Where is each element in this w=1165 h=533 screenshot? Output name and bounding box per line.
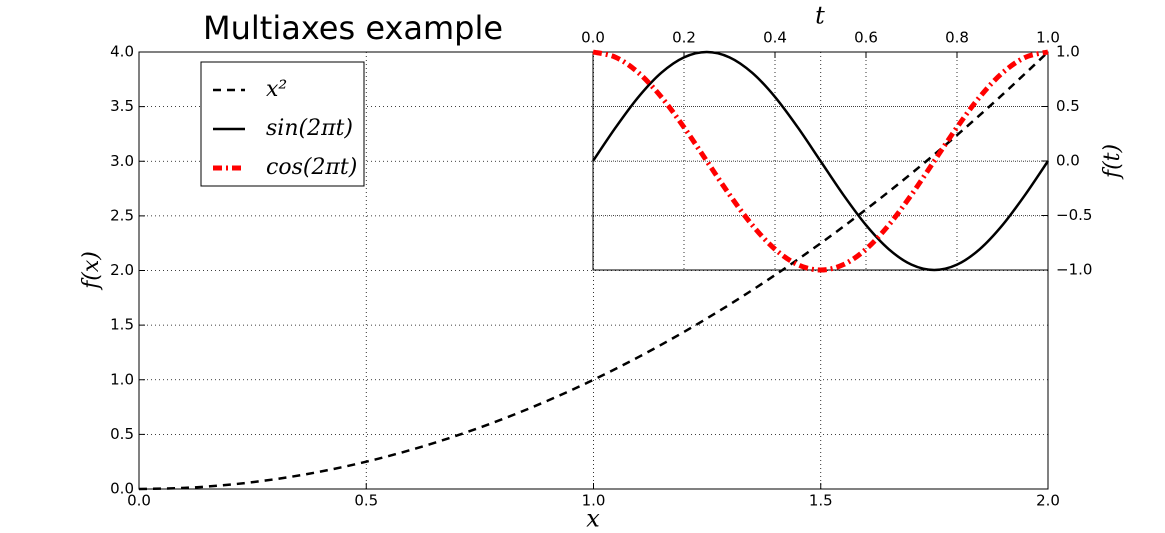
x-tick-label: 0.8 [945,29,969,47]
legend-label: sin(2πt) [266,116,353,141]
x-tick-label: 1.0 [1036,29,1060,47]
x-tick-label: 0.0 [127,492,151,510]
x-tick-label: 1.0 [582,492,606,510]
inset-y-axis-label: f(t) [1100,144,1125,180]
y-tick-label: −1.0 [1056,261,1092,279]
line-series [592,49,1049,273]
y-tick-label: 2.5 [110,206,134,224]
inset-x-axis-label: t [815,2,825,30]
y-tick-label: 3.0 [110,152,134,170]
line-series [591,50,1050,272]
y-tick-label: 3.5 [110,97,134,115]
x-axis-label: x [586,505,600,533]
y-tick-label: 4.0 [110,43,134,61]
y-tick-label: 0.5 [1056,97,1080,115]
x-tick-label: 0.0 [581,29,605,47]
y-tick-label: 2.0 [110,261,134,279]
x-tick-label: 0.5 [354,492,378,510]
y-tick-label: 1.0 [1056,43,1080,61]
legend-box [200,61,365,187]
x-tick-label: 0.2 [672,29,696,47]
x-tick-label: 0.6 [854,29,878,47]
chart-title: Multiaxes example [203,9,503,47]
y-tick-label: 0.0 [110,480,134,498]
legend-label: x² [266,77,287,102]
y-axis-label: f(x) [79,251,104,291]
legend-label: cos(2πt) [266,155,357,180]
y-tick-label: 0.5 [110,425,134,443]
x-tick-label: 1.5 [809,492,833,510]
y-tick-label: −0.5 [1056,206,1092,224]
y-tick-label: 0.0 [1056,152,1080,170]
x-tick-label: 2.0 [1036,492,1060,510]
x-tick-label: 0.4 [763,29,787,47]
y-tick-label: 1.5 [110,316,134,334]
y-tick-label: 1.0 [110,370,134,388]
